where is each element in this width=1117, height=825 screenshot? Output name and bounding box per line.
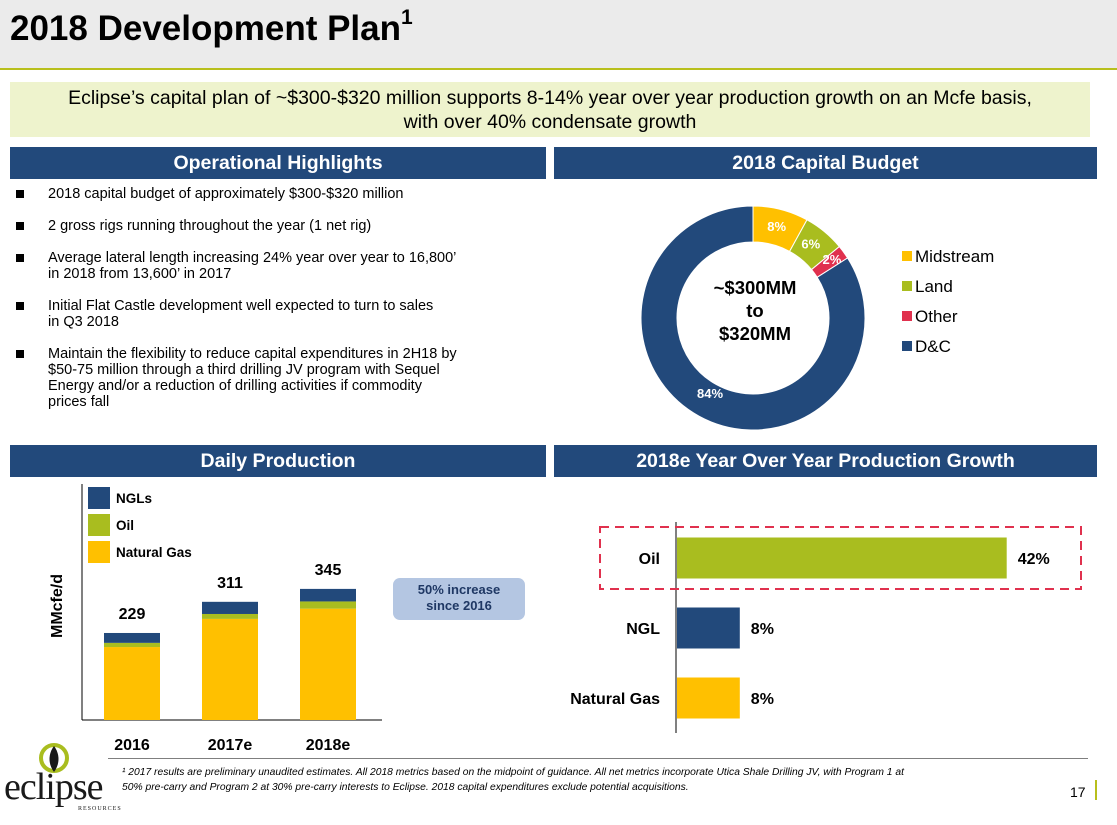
legend-swatch — [88, 541, 110, 563]
bar-total-label: 229 — [119, 606, 146, 623]
bullet-line: 2 gross rigs running throughout the year… — [48, 218, 372, 234]
bar-total-label: 311 — [217, 575, 243, 592]
footnote: ¹ 2017 results are preliminary unaudited… — [122, 767, 904, 793]
bullet-line: Initial Flat Castle development well exp… — [48, 298, 434, 314]
bullet-square-icon — [16, 350, 24, 358]
donut-slice-label: 8% — [767, 219, 786, 234]
capital-budget-header: 2018 Capital Budget — [554, 147, 1097, 179]
highlights-list: 2018 capital budget of approximately $30… — [14, 186, 534, 410]
page-title: 2018 Development Plan1 — [10, 6, 413, 48]
legend-swatch — [902, 311, 912, 321]
summary-line-2: with over 40% condensate growth — [403, 111, 697, 133]
legend-label: D&C — [915, 337, 951, 356]
legend-label: Midstream — [915, 247, 995, 266]
category-label: NGL — [626, 621, 660, 638]
donut-slice-label: 2% — [823, 252, 842, 267]
bullet-line: in Q3 2018 — [48, 314, 119, 330]
footnote-divider — [108, 758, 1088, 759]
logo-wordmark: eclipse — [4, 766, 104, 808]
bar-segment-naturalgas — [300, 608, 356, 720]
legend-item: Land — [902, 277, 953, 297]
operational-highlights-header: Operational Highlights — [10, 147, 546, 179]
bar-total-label: 345 — [315, 562, 342, 579]
legend-item: Midstream — [902, 247, 994, 267]
highlight-bullet: 2018 capital budget of approximately $30… — [14, 186, 534, 202]
x-tick-label: 2017e — [208, 737, 253, 754]
legend-item: Other — [902, 307, 958, 327]
legend-item: D&C — [902, 337, 951, 357]
bullet-square-icon — [16, 190, 24, 198]
eclipse-logo-icon — [39, 743, 69, 773]
bullet-line: Maintain the flexibility to reduce capit… — [48, 346, 457, 362]
title-bar: 2018 Development Plan1 — [0, 0, 1117, 70]
growth-bar-oil — [677, 537, 1007, 579]
highlight-box — [599, 526, 1082, 590]
legend-label: Oil — [116, 518, 134, 533]
bar-segment-oil — [202, 613, 258, 619]
bullet-square-icon — [16, 222, 24, 230]
category-label: Oil — [639, 551, 660, 568]
legend-label: NGLs — [116, 491, 152, 506]
bar-segment-naturalgas — [202, 618, 258, 720]
donut-center-label: ~$300MM to $320MM — [713, 277, 797, 344]
highlight-bullet: 2 gross rigs running throughout the year… — [14, 218, 534, 234]
bar-segment-oil — [104, 642, 160, 648]
growth-header: 2018e Year Over Year Production Growth — [554, 445, 1097, 477]
bullet-line: prices fall — [48, 394, 110, 410]
x-tick-label: 2016 — [114, 737, 150, 754]
summary-banner: Eclipse’s capital plan of ~$300-$320 mil… — [10, 82, 1090, 137]
value-label: 8% — [751, 621, 774, 638]
donut-slice-label: 6% — [801, 236, 820, 251]
legend-swatch — [88, 487, 110, 509]
summary-line-1: Eclipse’s capital plan of ~$300-$320 mil… — [68, 87, 1032, 109]
value-label: 42% — [1018, 551, 1050, 568]
growth-bar-naturalgas — [677, 677, 740, 719]
increase-callout: 50% increase since 2016 — [393, 578, 525, 620]
legend-swatch — [902, 281, 912, 291]
x-tick-label: 2018e — [306, 737, 351, 754]
bullet-line: $50-75 million through a third drilling … — [48, 362, 440, 378]
bullet-line: 2018 capital budget of approximately $30… — [48, 186, 404, 202]
legend-swatch — [88, 514, 110, 536]
highlight-bullet: Average lateral length increasing 24% ye… — [14, 250, 534, 282]
legend-swatch — [902, 341, 912, 351]
category-label: Natural Gas — [570, 691, 660, 708]
growth-bar-ngl — [677, 607, 740, 649]
bullet-square-icon — [16, 302, 24, 310]
bar-segment-ngls — [104, 632, 160, 643]
donut-slice-dc — [640, 205, 866, 431]
legend-label: Land — [915, 277, 953, 296]
highlight-bullet: Initial Flat Castle development well exp… — [14, 298, 534, 330]
logo-subtitle: RESOURCES — [78, 806, 122, 812]
daily-production-header: Daily Production — [10, 445, 546, 477]
bullet-line: Average lateral length increasing 24% ye… — [48, 250, 457, 266]
page-accent-bar — [1095, 780, 1097, 800]
bar-segment-oil — [300, 601, 356, 609]
bar-segment-ngls — [300, 588, 356, 602]
page-number: 17 — [1070, 784, 1086, 800]
bar-segment-ngls — [202, 601, 258, 614]
bullet-line: Energy and/or a reduction of drilling ac… — [48, 378, 422, 394]
legend-label: Natural Gas — [116, 545, 192, 560]
bullet-square-icon — [16, 254, 24, 262]
legend-label: Other — [915, 307, 958, 326]
highlight-bullet: Maintain the flexibility to reduce capit… — [14, 346, 534, 410]
donut-slice-label: 84% — [697, 386, 723, 401]
legend-swatch — [902, 251, 912, 261]
y-axis-label: MMcfe/d — [49, 574, 66, 638]
bar-segment-naturalgas — [104, 647, 160, 720]
bullet-line: in 2018 from 13,600’ in 2017 — [48, 266, 232, 282]
value-label: 8% — [751, 691, 774, 708]
